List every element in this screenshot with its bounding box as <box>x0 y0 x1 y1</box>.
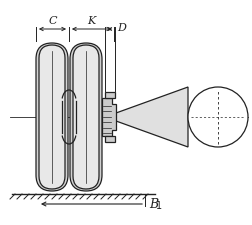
FancyBboxPatch shape <box>73 45 99 189</box>
Circle shape <box>188 87 248 147</box>
Polygon shape <box>116 87 188 147</box>
Polygon shape <box>105 92 115 98</box>
Text: K: K <box>87 16 96 26</box>
Text: B: B <box>149 198 158 211</box>
Text: C: C <box>48 16 57 26</box>
Text: D: D <box>117 23 126 33</box>
FancyBboxPatch shape <box>39 45 65 189</box>
Text: 1: 1 <box>156 201 162 211</box>
FancyBboxPatch shape <box>36 43 68 191</box>
Polygon shape <box>102 98 116 136</box>
Polygon shape <box>105 136 115 142</box>
FancyBboxPatch shape <box>70 43 102 191</box>
